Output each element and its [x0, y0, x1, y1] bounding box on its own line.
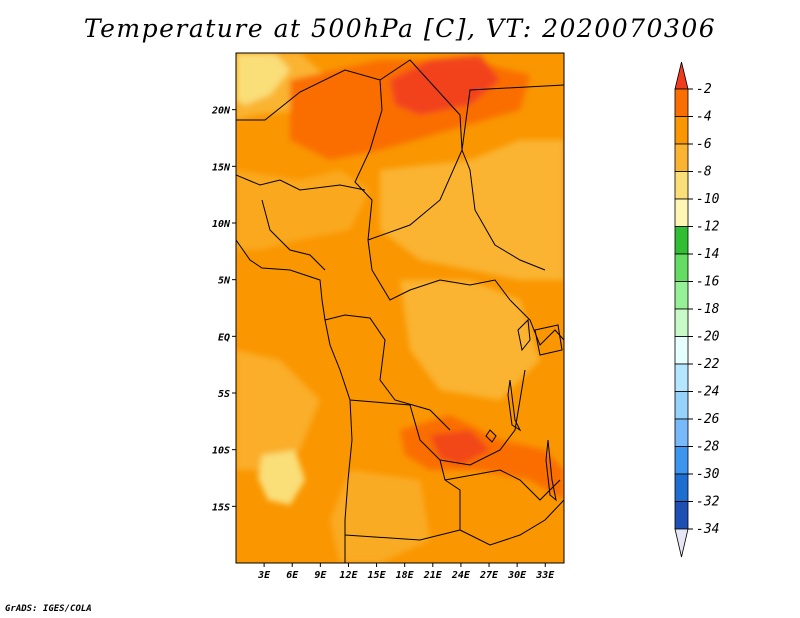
colorbar-segment	[674, 253, 689, 282]
colorbar-label: -30	[696, 467, 720, 482]
lake-mweru	[485, 429, 497, 443]
map-title: Temperature at 500hPa [C], VT: 202007030…	[83, 14, 717, 43]
y-axis: 20N 15N 10N 5N EQ 5S 10S 15S	[211, 106, 236, 513]
warm-contour-fields	[236, 53, 564, 563]
x-tick-label: 9E	[314, 570, 327, 581]
colorbar-segment	[674, 391, 689, 420]
colorbar-label: -18	[696, 302, 720, 317]
colorbar-segment	[674, 418, 689, 447]
colorbar-label: -4	[696, 110, 712, 125]
x-tick-label: 30E	[507, 570, 527, 581]
colorbar-label: -14	[696, 247, 719, 262]
lake-victoria	[534, 324, 563, 356]
y-tick-label: 15S	[212, 502, 230, 513]
colorbar-label: -26	[696, 412, 720, 427]
colorbar-label: -34	[696, 522, 719, 537]
colorbar-label: -32	[696, 495, 720, 510]
x-tick-label: 27E	[479, 570, 499, 581]
y-tick-label: 10S	[212, 446, 230, 457]
colorbar-segment	[674, 88, 689, 117]
y-tick-label: 5S	[218, 389, 230, 400]
colorbar-segment	[674, 198, 689, 227]
colorbar-segment	[674, 336, 689, 365]
colorbar-label: -12	[696, 220, 720, 235]
country-borders	[236, 59, 564, 563]
colorbar-label: -28	[696, 440, 720, 455]
congo-border	[324, 314, 451, 431]
colorbar-top-arrow	[674, 61, 689, 90]
contour-congo-cool	[400, 280, 540, 400]
chad-sudan-border	[367, 148, 546, 271]
map-plot-area	[236, 53, 564, 563]
colorbar-segment	[674, 143, 689, 172]
x-tick-label: 15E	[368, 570, 387, 581]
colorbar-segment	[674, 363, 689, 392]
colorbar-segment	[674, 308, 689, 337]
contour-zambia-hot	[430, 430, 490, 465]
y-tick-label: 10N	[212, 219, 231, 230]
x-tick-label: 21E	[423, 570, 443, 581]
contour-south-cool	[330, 470, 430, 563]
y-tick-label: EQ	[218, 332, 230, 343]
sahel-border	[236, 174, 366, 191]
sahara-border	[236, 59, 564, 151]
contour-southwest-cold	[258, 450, 305, 505]
colorbar-bottom-arrow	[674, 528, 689, 558]
colorbar-segment	[674, 171, 689, 200]
contour-sahara-hot	[390, 55, 500, 115]
y-tick-label: 15N	[212, 162, 231, 173]
colorbar-segment	[674, 501, 689, 530]
lake-tanganyika	[507, 379, 522, 432]
zimbabwe-border	[459, 499, 564, 546]
drc-east-border	[439, 369, 526, 466]
colorbar-label: -10	[696, 192, 720, 207]
colorbar-segment	[674, 226, 689, 255]
colorbar-label: -20	[696, 330, 720, 345]
nigeria-border	[261, 199, 326, 271]
x-tick-label: 12E	[339, 570, 358, 581]
x-tick-label: 24E	[451, 570, 471, 581]
x-axis: 3E 6E 9E 12E 15E 18E 21E 24E 27E 30E 33E	[257, 563, 555, 581]
colorbar-label: -2	[696, 82, 712, 97]
colorbar-label: -6	[696, 137, 712, 152]
lake-malawi	[545, 439, 557, 502]
x-tick-label: 6E	[286, 570, 299, 581]
zambia-border	[444, 469, 561, 501]
x-tick-label: 33E	[535, 570, 555, 581]
y-tick-label: 5N	[218, 276, 231, 287]
grads-credit: GrADS: IGES/COLA	[5, 604, 92, 614]
y-tick-label: 20N	[211, 106, 231, 117]
x-tick-label: 18E	[396, 570, 415, 581]
lake-albert	[517, 318, 531, 352]
contour-nw-cold	[236, 53, 290, 105]
colorbar-segment	[674, 281, 689, 310]
colorbar: -2 -4 -6 -8 -10 -12 -14 -16 -18 -20 -22 -24 -26 -28 -3…	[674, 61, 720, 558]
colorbar-segment	[674, 473, 689, 502]
colorbar-label: -8	[696, 165, 712, 180]
map-frame	[235, 52, 565, 564]
colorbar-segment	[674, 116, 689, 145]
colorbar-segment	[674, 446, 689, 475]
east-africa-border	[509, 299, 564, 346]
contour-central-north-cool	[380, 140, 564, 280]
colorbar-label: -16	[696, 275, 720, 290]
contour-southwest-cool	[236, 350, 320, 470]
colorbar-label: -22	[696, 357, 720, 372]
x-tick-label: 3E	[257, 570, 271, 581]
colorbar-label: -24	[696, 385, 719, 400]
car-border	[371, 269, 511, 301]
